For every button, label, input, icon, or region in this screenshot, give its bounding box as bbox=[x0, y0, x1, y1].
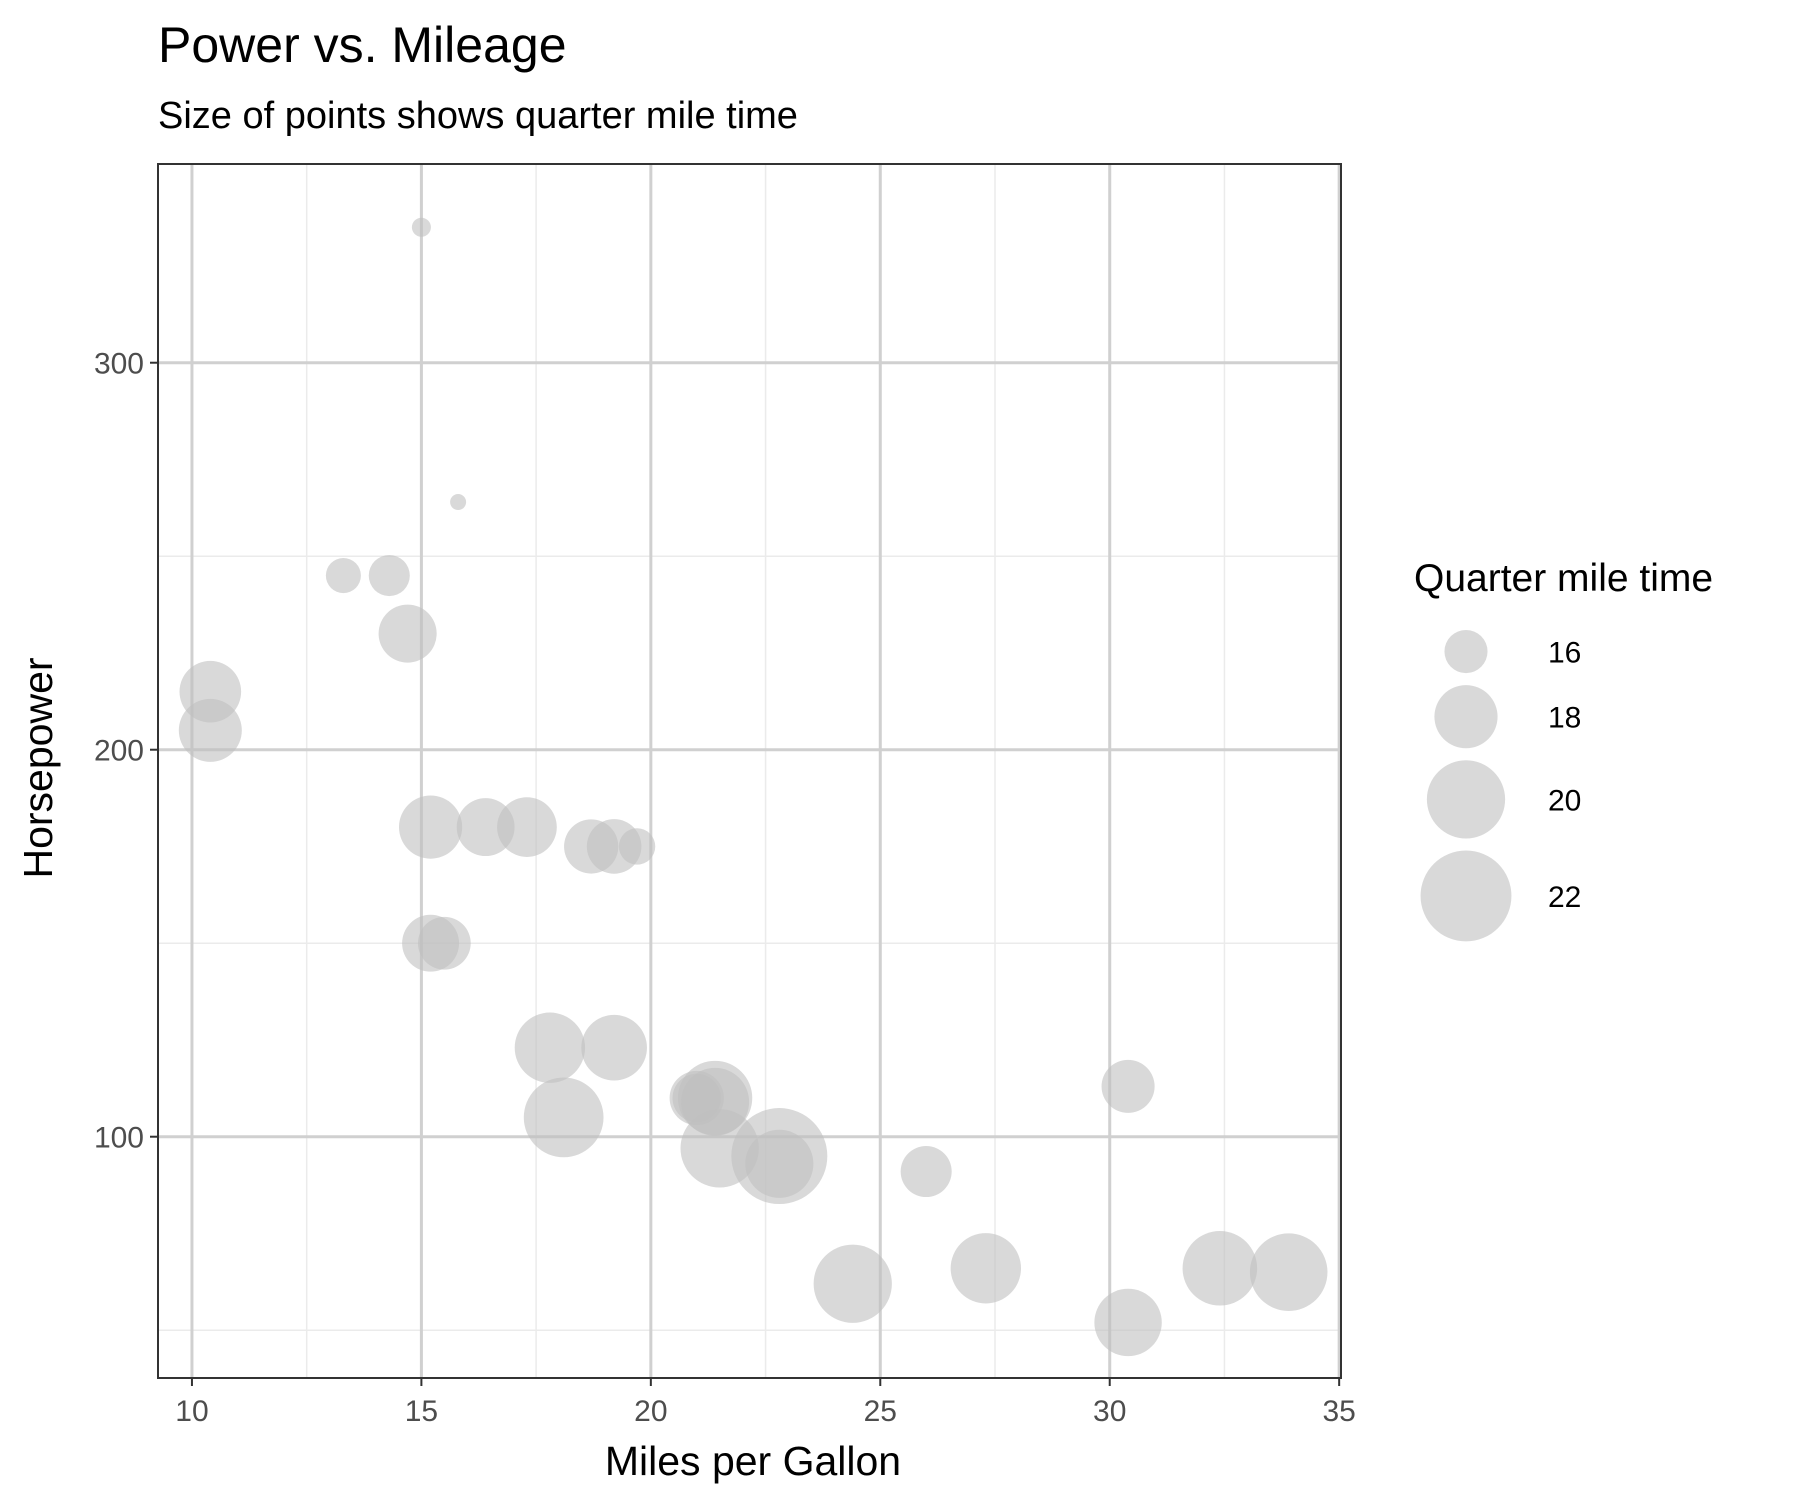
data-point bbox=[618, 828, 656, 865]
data-point bbox=[681, 1067, 750, 1136]
x-tick-label: 15 bbox=[405, 1395, 438, 1428]
y-tick-label: 200 bbox=[94, 735, 144, 768]
x-axis-title: Miles per Gallon bbox=[605, 1438, 901, 1484]
chart-subtitle: Size of points shows quarter mile time bbox=[158, 95, 798, 137]
legend-key-circle bbox=[1426, 760, 1506, 839]
data-points bbox=[178, 217, 1328, 1357]
data-point bbox=[523, 1077, 604, 1158]
legend-key-circle bbox=[1444, 630, 1488, 674]
data-point bbox=[450, 494, 467, 511]
data-point bbox=[398, 795, 463, 859]
data-point bbox=[456, 798, 515, 857]
legend-key-label: 18 bbox=[1548, 702, 1581, 735]
data-point bbox=[514, 1012, 586, 1083]
x-tick-label: 25 bbox=[864, 1395, 897, 1428]
data-point bbox=[179, 660, 242, 723]
data-point bbox=[1101, 1059, 1155, 1113]
data-point bbox=[402, 914, 460, 972]
x-tick-label: 10 bbox=[175, 1395, 208, 1428]
data-point bbox=[950, 1233, 1022, 1304]
data-point bbox=[581, 1014, 647, 1081]
legend-key-label: 16 bbox=[1548, 637, 1581, 670]
data-point bbox=[1094, 1288, 1162, 1357]
x-tick-label: 35 bbox=[1322, 1395, 1355, 1428]
data-point bbox=[368, 555, 410, 597]
data-point bbox=[813, 1244, 892, 1323]
legend-key-label: 20 bbox=[1548, 784, 1581, 817]
minor-gridlines bbox=[158, 164, 1341, 1378]
data-point bbox=[900, 1146, 952, 1198]
data-point bbox=[497, 797, 557, 857]
legend-key-circle bbox=[1420, 850, 1512, 942]
legend-key-label: 22 bbox=[1548, 881, 1581, 914]
data-point bbox=[1182, 1231, 1258, 1306]
legend-key-circle bbox=[1434, 685, 1498, 749]
y-tick-label: 100 bbox=[94, 1122, 144, 1155]
y-tick-label: 300 bbox=[94, 348, 144, 381]
major-gridlines bbox=[158, 164, 1341, 1378]
x-tick-label: 20 bbox=[634, 1395, 667, 1428]
panel-border bbox=[157, 163, 1342, 1379]
x-tick-label: 30 bbox=[1093, 1395, 1126, 1428]
data-point bbox=[325, 558, 361, 594]
legend-title: Quarter mile time bbox=[1414, 557, 1713, 600]
y-axis-ticks: 100 200 300 bbox=[94, 348, 158, 1155]
x-axis-ticks: 10 15 20 25 30 35 bbox=[175, 1378, 1356, 1428]
data-point bbox=[411, 217, 431, 237]
data-point bbox=[1249, 1233, 1328, 1311]
chart-title: Power vs. Mileage bbox=[158, 17, 567, 73]
size-legend: Quarter mile time 16 18 20 22 bbox=[1414, 557, 1713, 942]
data-point bbox=[378, 604, 437, 663]
data-point bbox=[731, 1108, 828, 1205]
legend-keys: 16 18 20 22 bbox=[1420, 630, 1581, 942]
y-axis-title: Horsepower bbox=[15, 657, 61, 878]
